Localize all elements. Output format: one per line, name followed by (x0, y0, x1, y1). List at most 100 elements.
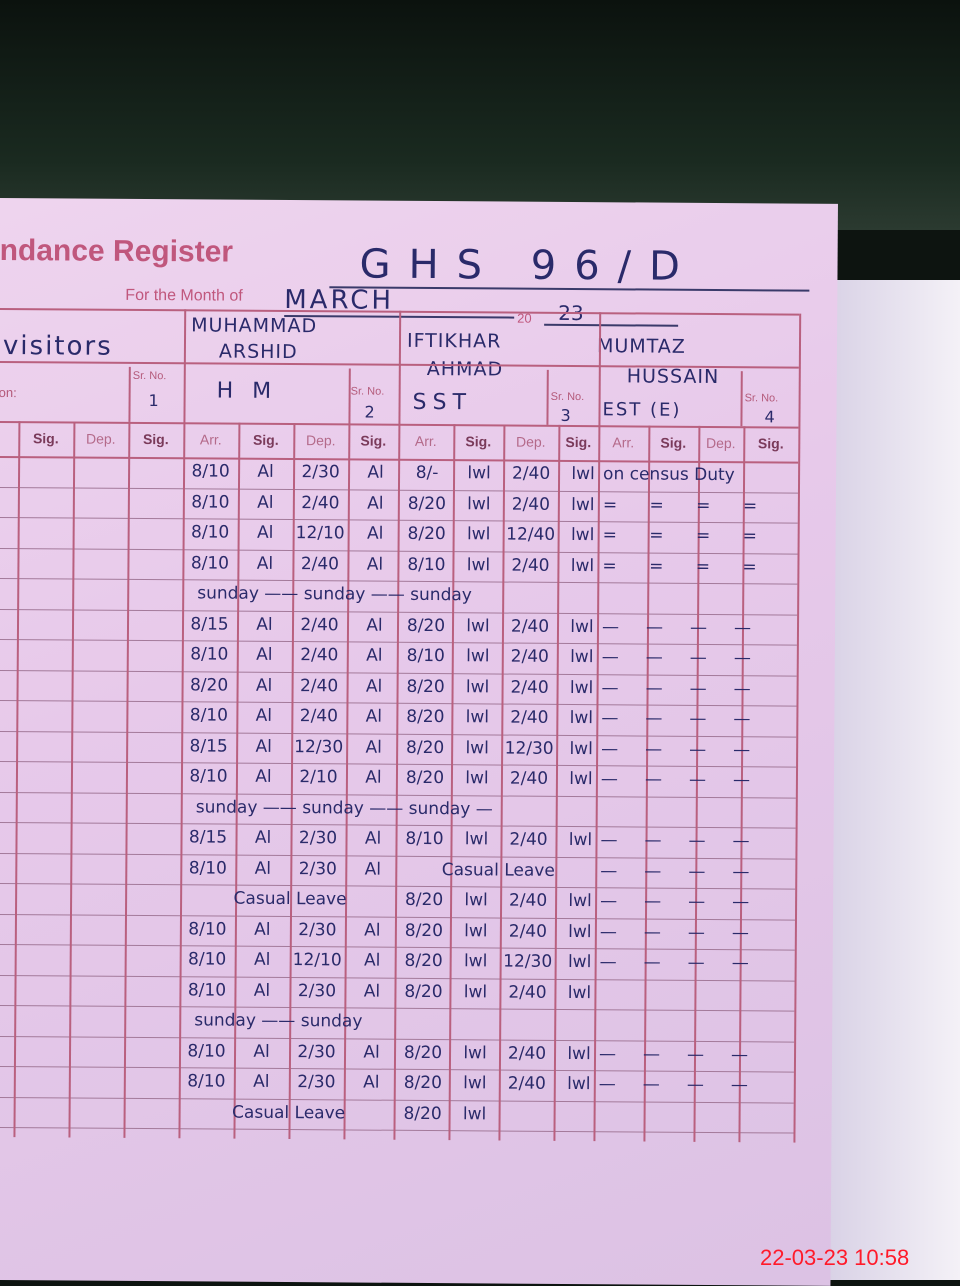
sr-label: Sr. No. (551, 392, 585, 403)
signature: Al (345, 859, 400, 880)
signature: Al (237, 614, 292, 635)
departure-time: 2/30 (290, 859, 345, 880)
departure-time: 2/40 (501, 982, 553, 1003)
signature: lwl (557, 494, 609, 515)
mumtaz-entry: = = = = (603, 525, 803, 547)
signature: lwl (450, 951, 502, 972)
sr-box-line (740, 371, 742, 426)
signature: lwl (450, 829, 502, 850)
signature: lwl (553, 982, 605, 1003)
signature: lwl (553, 1074, 605, 1095)
staff-3-name1: MUMTAZ (597, 336, 686, 358)
departure-time: 2/30 (289, 1042, 344, 1063)
arrival-time: 8/10 (400, 554, 452, 575)
mumtaz-entry: — — — — (600, 891, 800, 913)
column-header: Dep. (503, 435, 558, 451)
arrival-time: 8/15 (180, 827, 235, 848)
sunday-note: sunday —— sunday (194, 1010, 794, 1035)
column-header: Sig. (18, 431, 73, 447)
signature: Al (238, 462, 293, 483)
arrival-time: 8/10 (183, 522, 238, 543)
departure-time: 12/40 (505, 525, 557, 546)
column-header: Dep. (293, 433, 348, 449)
departure-time: 2/40 (291, 706, 346, 727)
departure-time: 12/30 (503, 738, 555, 759)
signature: Al (238, 492, 293, 513)
signature: lwl (557, 464, 609, 485)
signature: lwl (449, 1073, 501, 1094)
signature: lwl (555, 708, 607, 729)
departure-time: 2/40 (503, 769, 555, 790)
mumtaz-entry: — — — — (600, 830, 800, 852)
month-label: For the Month of (125, 287, 243, 305)
arrival-time: 8/20 (399, 737, 451, 758)
sr-box-line (348, 368, 350, 423)
column-header: Dep. (698, 436, 743, 452)
sr-box-line (128, 367, 130, 422)
signature: Al (235, 919, 290, 940)
departure-time: 2/40 (504, 647, 556, 668)
mumtaz-entry: — — — — (599, 1074, 799, 1096)
signature: Al (235, 950, 290, 971)
signature: lwl (554, 921, 606, 942)
signature: lwl (453, 524, 505, 545)
signature: Al (348, 462, 403, 483)
arrival-time: 8/10 (180, 858, 235, 879)
signature: Al (234, 1041, 289, 1062)
sr-label: Sr. No. (133, 371, 167, 382)
arrival-time: 8/20 (397, 1073, 449, 1094)
signature: lwl (451, 768, 503, 789)
column-header: Dep. (73, 432, 128, 448)
signature: lwl (452, 677, 504, 698)
signature: lwl (449, 1043, 501, 1064)
signature: Al (344, 1072, 399, 1093)
arrival-time: 8/20 (398, 951, 450, 972)
departure-time: 2/40 (292, 676, 347, 697)
mumtaz-entry: = = = = (602, 556, 802, 578)
sr-box-line (546, 370, 548, 425)
staff-2-name2: AHMAD (427, 359, 503, 380)
departure-time: 2/30 (293, 462, 348, 483)
arrival-time: 8/10 (398, 829, 450, 850)
mumtaz-entry: — — — — (602, 617, 802, 639)
signature: Al (235, 828, 290, 849)
departure-time: 2/40 (292, 554, 347, 575)
signature: lwl (554, 891, 606, 912)
arrival-time: 8/20 (401, 493, 453, 514)
column-header: Sig. (558, 435, 598, 451)
signature: lwl (453, 463, 505, 484)
departure-time: 2/40 (502, 921, 554, 942)
arrival-time: 8/10 (181, 766, 236, 787)
signature: lwl (449, 982, 501, 1003)
column-header: Arr. (398, 434, 453, 450)
column-line (68, 422, 75, 1138)
signature: lwl (555, 769, 607, 790)
column-header: Sig. (453, 434, 503, 450)
arrival-time: 8/10 (182, 644, 237, 665)
departure-time: 12/30 (291, 737, 346, 758)
arrival-time: 8/20 (401, 524, 453, 545)
signature: lwl (556, 647, 608, 668)
sunday-note: sunday —— sunday —— sunday (197, 583, 797, 608)
arrival-time: 8/20 (397, 1042, 449, 1063)
register-page: ndance Register GHS 96/D For the Month o… (0, 198, 838, 1286)
departure-time: 2/40 (293, 493, 348, 514)
sr-3: 3 (560, 408, 570, 424)
signature: Al (237, 675, 292, 696)
arrival-time: 8/20 (400, 615, 452, 636)
staff-2-designation: SST (412, 391, 472, 416)
arrival-time: 8/10 (183, 492, 238, 513)
departure-time: 12/10 (293, 523, 348, 544)
departure-time: 12/30 (502, 952, 554, 973)
arrival-time: 8/10 (179, 1071, 234, 1092)
signature: Al (345, 920, 400, 941)
school-name: GHS 96/D (329, 242, 809, 291)
departure-time: 2/30 (289, 981, 344, 1002)
departure-time: 2/40 (503, 708, 555, 729)
